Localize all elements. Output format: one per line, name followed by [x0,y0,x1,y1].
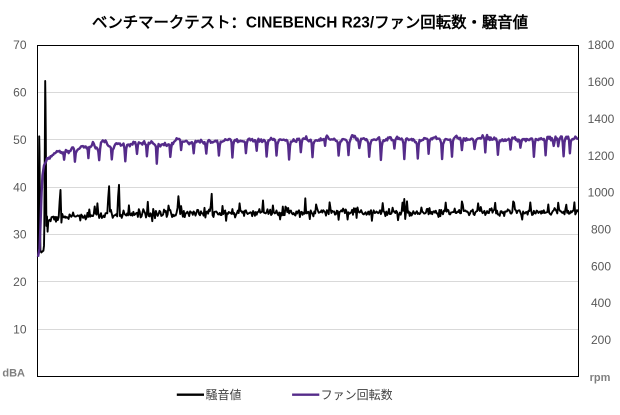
svg-text:50: 50 [13,133,27,147]
svg-text:600: 600 [591,259,611,273]
svg-text:dBA: dBA [2,368,25,380]
svg-text:1000: 1000 [588,186,615,200]
svg-text:30: 30 [13,228,27,242]
svg-text:800: 800 [591,223,611,237]
svg-text:400: 400 [591,296,611,310]
svg-text:1400: 1400 [588,112,615,126]
svg-text:60: 60 [13,86,27,100]
svg-text:ファン回転数: ファン回転数 [321,387,393,402]
svg-text:1200: 1200 [588,149,615,163]
svg-text:40: 40 [13,180,27,194]
svg-text:1600: 1600 [588,75,615,89]
svg-text:ベンチマークテスト：CINEBENCH R23/ファン回転数: ベンチマークテスト：CINEBENCH R23/ファン回転数・騒音値 [92,13,529,32]
svg-text:10: 10 [13,323,27,337]
svg-text:200: 200 [591,333,611,347]
svg-text:rpm: rpm [590,372,611,384]
svg-text:70: 70 [13,38,27,52]
svg-text:20: 20 [13,275,27,289]
svg-text:1800: 1800 [588,38,615,52]
svg-text:騒音値: 騒音値 [206,387,242,402]
